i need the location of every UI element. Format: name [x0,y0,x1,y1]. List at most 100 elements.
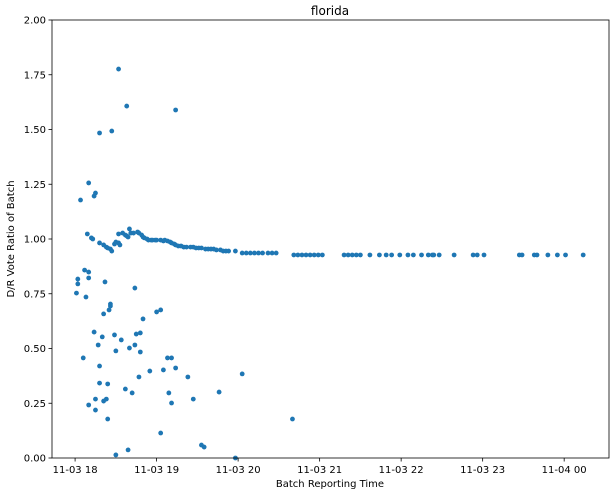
data-point [154,237,160,243]
data-point [345,252,351,258]
x-axis-label: Batch Reporting Time [276,479,384,490]
data-point [137,330,143,336]
data-point [341,252,347,258]
data-point [158,307,164,313]
data-point [474,252,480,258]
y-axis-label: D/R Vote Ratio of Batch [6,180,17,297]
data-point [311,252,317,258]
x-tick-label: 11-03 20 [216,465,261,476]
data-point [109,248,115,254]
data-point [74,290,79,296]
data-point [83,294,89,300]
data-point [86,180,92,186]
data-point [131,230,136,236]
data-point [291,252,297,258]
data-point [122,386,128,392]
data-point [353,252,359,258]
data-point [213,247,219,253]
data-point [239,250,245,256]
data-point [80,355,86,361]
data-point [125,234,131,240]
data-point [563,252,568,258]
data-point [299,252,305,258]
data-point [519,252,525,258]
data-point [389,252,395,258]
data-point [147,368,153,374]
data-point [173,365,179,371]
y-tick-label: 1.25 [24,180,46,191]
data-points [74,66,586,461]
data-point [545,252,551,258]
x-tick-label: 11-03 18 [53,465,98,476]
data-point [82,267,88,273]
data-point [436,252,442,258]
data-point [166,390,172,396]
data-point [118,337,124,343]
chart-title: florida [311,4,349,18]
data-point [133,331,139,337]
y-axis: 0.00 0.25 0.50 0.75 1.00 1.25 1.50 1.75 2.00 [24,16,52,465]
data-point [169,355,174,361]
data-point [383,252,389,258]
data-point [117,242,123,248]
x-tick-label: 11-03 23 [460,465,505,476]
data-point [109,128,115,134]
data-point [303,252,309,258]
data-point [405,252,411,258]
y-tick-label: 0.25 [24,399,46,410]
data-point [173,107,179,113]
data-point [315,252,321,258]
data-point [125,447,131,453]
data-point [113,452,119,458]
x-tick-label: 11-04 00 [542,465,587,476]
data-point [105,381,111,387]
data-point [226,248,232,254]
data-point [93,190,98,196]
data-point [86,402,92,408]
data-point [481,252,487,258]
data-point [95,342,101,348]
data-point [93,396,98,402]
x-tick-label: 11-03 22 [379,465,424,476]
plot-frame [51,19,610,459]
data-point [252,250,257,256]
data-point [349,252,355,258]
y-tick-label: 0.50 [24,344,46,355]
data-point [307,252,313,258]
data-point [105,416,111,422]
y-tick-label: 2.00 [24,16,46,27]
y-tick-label: 1.00 [24,235,46,246]
x-tick-label: 11-03 19 [134,465,179,476]
data-point [216,389,222,395]
data-point [90,236,96,242]
data-point [154,309,160,315]
data-point [75,281,81,287]
data-point [127,345,132,351]
data-point [190,396,196,402]
data-point [260,250,265,256]
data-point [554,252,560,258]
data-point [410,252,416,258]
data-point [97,363,102,369]
data-point [233,248,238,254]
data-point [78,197,83,203]
data-point [295,252,301,258]
y-tick-label: 1.75 [24,70,46,81]
data-point [377,252,382,258]
data-point [185,374,191,380]
y-tick-label: 0.00 [24,454,46,465]
data-point [127,226,132,232]
data-point [113,348,119,354]
data-point [580,252,586,258]
data-point [319,252,325,258]
data-point [86,275,92,281]
x-tick-label: 11-03 21 [297,465,342,476]
data-point [129,390,135,396]
data-point [93,407,98,413]
y-tick-label: 1.50 [24,125,46,136]
data-point [451,252,457,258]
data-point [97,130,102,136]
data-point [91,329,97,335]
data-point [165,355,170,361]
